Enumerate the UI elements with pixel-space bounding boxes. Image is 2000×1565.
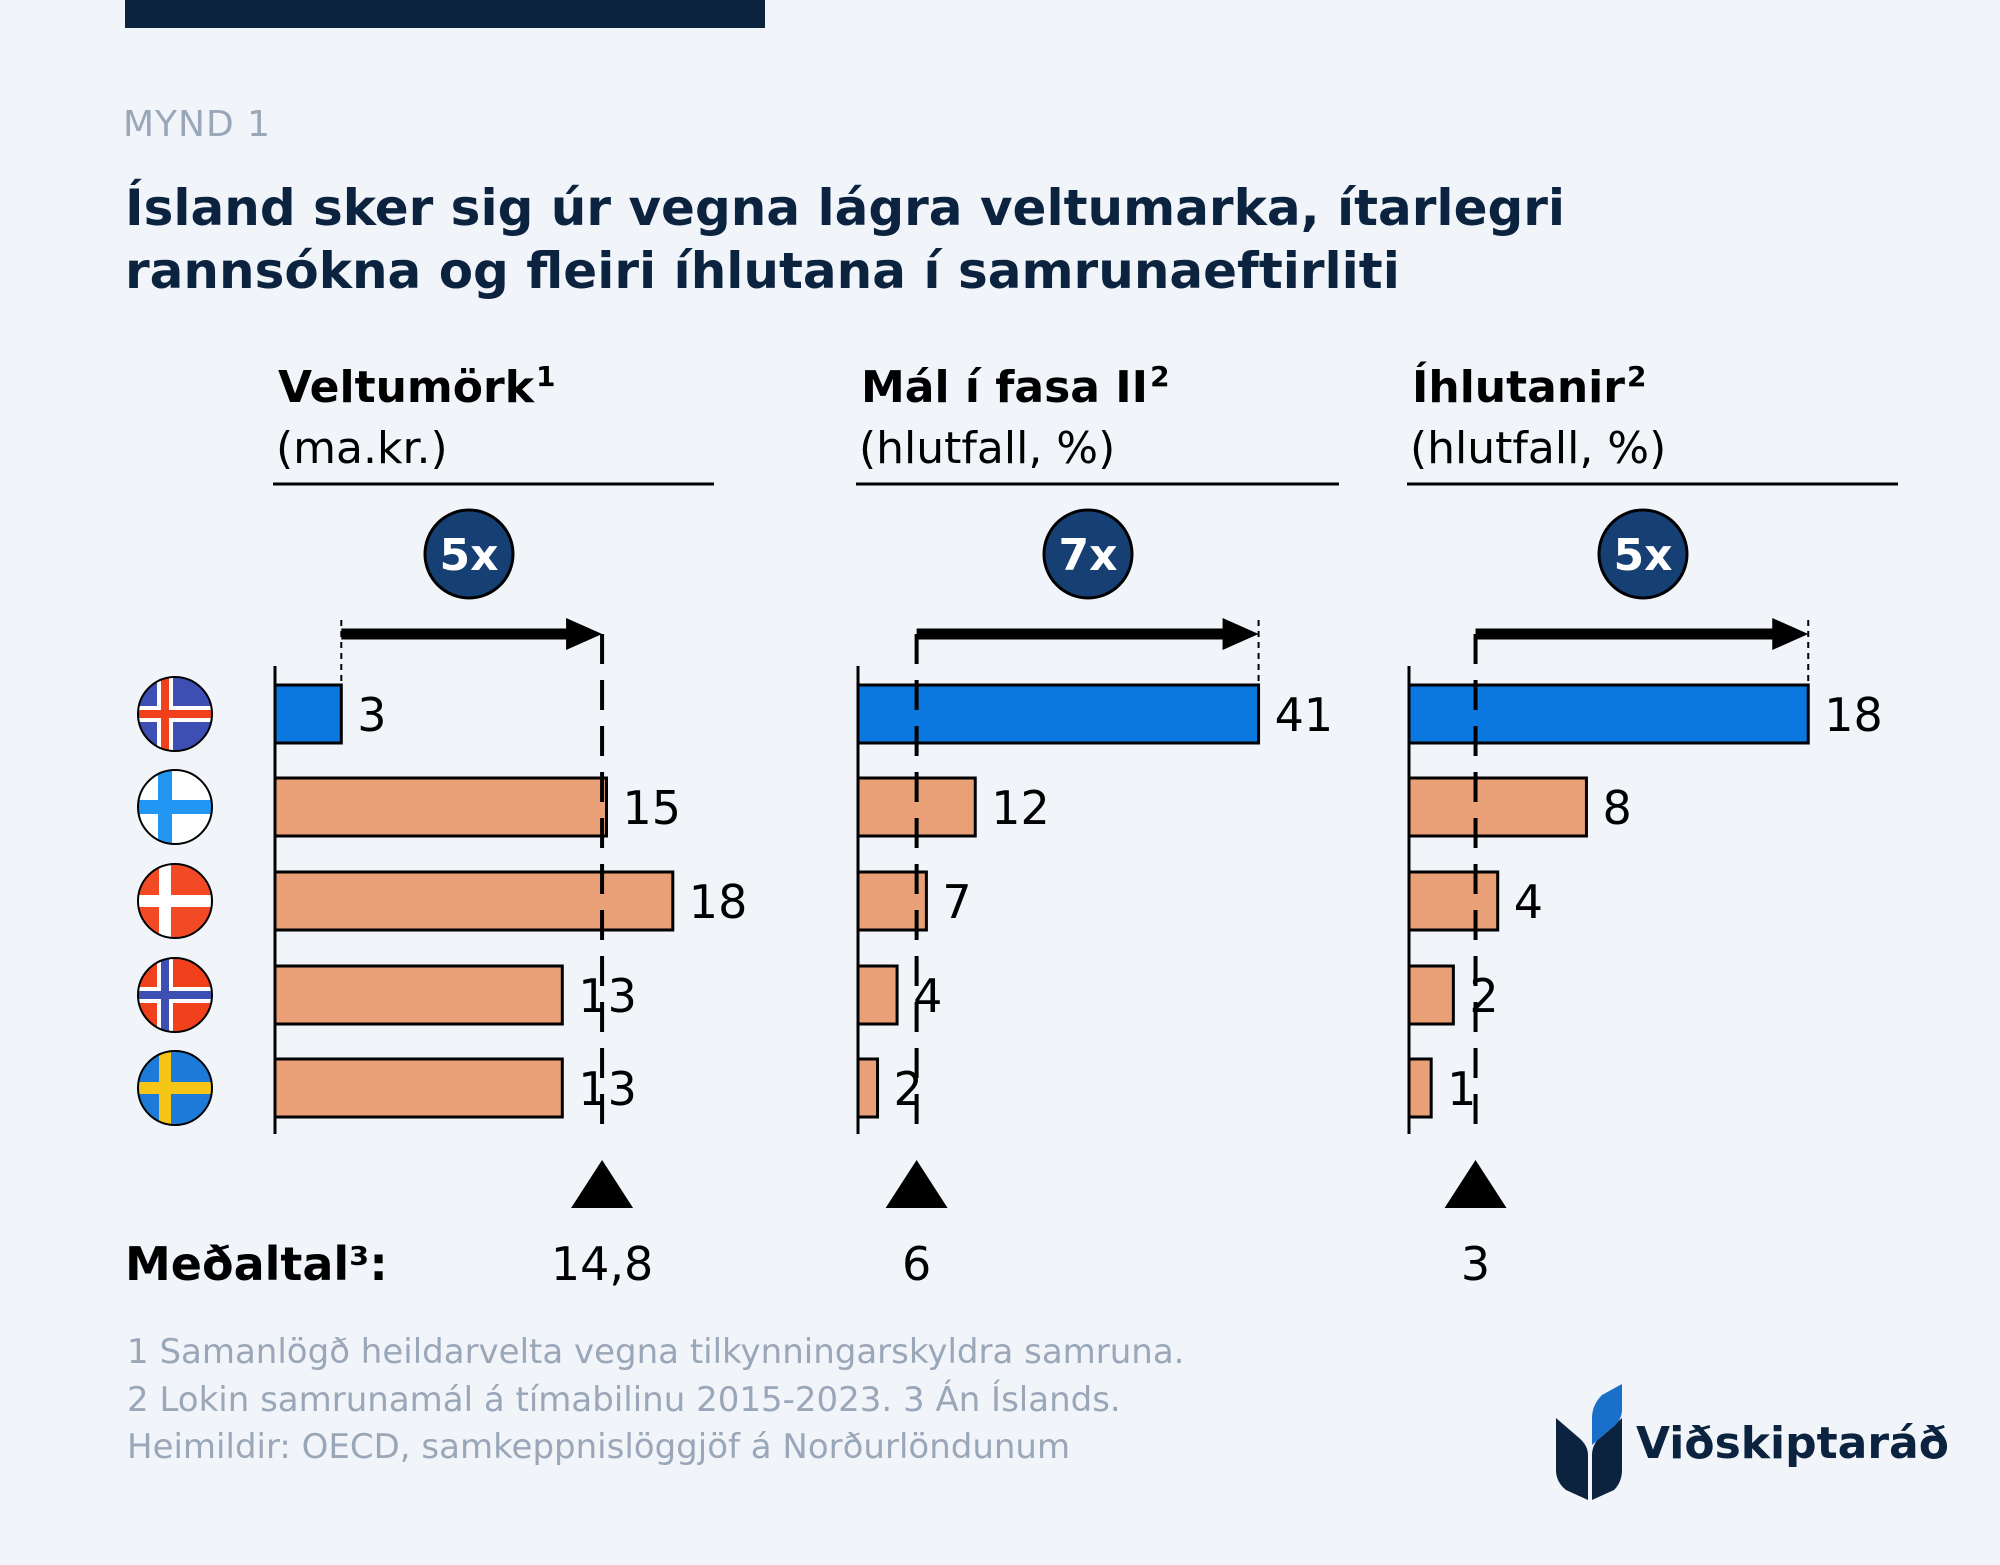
flag-cross-horizontal <box>138 800 212 814</box>
bar-value-label: 3 <box>357 688 386 742</box>
title-line-2: rannsókna og fleiri íhlutana í samrunaef… <box>125 242 1400 300</box>
comparison-arrow-head <box>566 618 603 650</box>
bar-value-label: 8 <box>1602 781 1631 835</box>
bar-sweden <box>856 1057 880 1119</box>
flag-body <box>138 677 212 751</box>
bar-finland <box>273 776 608 838</box>
bar-value-label: 7 <box>942 875 971 929</box>
footnote-marker: 2 <box>1627 360 1646 393</box>
mean-label: Meðaltal³: <box>125 1237 388 1291</box>
multiplier-badge <box>1042 508 1134 600</box>
panel-unit: (ma.kr.) <box>276 423 448 474</box>
flag-outline <box>137 676 213 752</box>
bar-denmark <box>273 870 675 932</box>
mean-triangle-marker <box>571 1160 634 1208</box>
comparison-arrow-head <box>1222 618 1259 650</box>
panel-title-text: Veltumörk <box>278 362 536 413</box>
flag-inner-horizontal <box>138 991 212 999</box>
panel-unit: (hlutfall, %) <box>1410 423 1666 474</box>
mean-triangle-marker <box>1444 1160 1507 1208</box>
bar-value-label: 13 <box>578 1062 637 1116</box>
bar-denmark <box>1407 870 1500 932</box>
footnote-marker: 2 <box>1150 360 1169 393</box>
flag-cross-horizontal <box>138 895 212 907</box>
multiplier-text: 5x <box>1614 530 1673 581</box>
flag-inner-horizontal <box>138 710 212 718</box>
bar-iceland <box>856 683 1261 745</box>
flag-body <box>138 864 212 938</box>
bar-sweden <box>273 1057 564 1119</box>
top-accent-bar <box>125 0 765 28</box>
logo: Viðskiptaráð <box>1556 1384 1949 1500</box>
footnote-1: 1 Samanlögð heildarvelta vegna tilkynnin… <box>127 1332 1185 1372</box>
panel-unit: (hlutfall, %) <box>859 423 1115 474</box>
panel-title-text: Íhlutanir <box>1412 360 1625 413</box>
title-line-1: Ísland sker sig úr vegna lágra veltumark… <box>125 178 1565 237</box>
bar-finland <box>1407 776 1588 838</box>
sweden-flag-icon <box>137 1050 213 1126</box>
bar-norway <box>1407 964 1455 1026</box>
panel-title: Íhlutanir2 <box>1412 360 1646 413</box>
flag-body <box>138 958 212 1032</box>
flag-outline <box>137 769 213 845</box>
figure-label: MYND 1 <box>123 104 271 145</box>
norway-flag-icon <box>137 957 213 1033</box>
multiplier-text: 7x <box>1059 530 1118 581</box>
bar-value-label: 4 <box>1514 875 1543 929</box>
mean-value: 3 <box>1461 1237 1490 1291</box>
footnote-2: 2 Lokin samrunamál á tímabilinu 2015-202… <box>127 1379 1121 1420</box>
bar-norway <box>273 964 564 1026</box>
iceland-flag-icon <box>137 676 213 752</box>
bar-iceland <box>1407 683 1810 745</box>
comparison-arrow-head <box>1772 618 1809 650</box>
flag-outline <box>137 1050 213 1126</box>
bar-iceland <box>273 683 343 745</box>
multiplier-badge <box>1597 508 1689 600</box>
logo-leaf-icon <box>1556 1384 1622 1500</box>
footnote-sources: Heimildir: OECD, samkeppnislöggjöf á Nor… <box>127 1427 1070 1467</box>
panel-3: Íhlutanir2 (hlutfall, %) 5x 18 8 4 2 1 3 <box>1407 360 1898 1291</box>
bar-value-label: 1 <box>1447 1062 1476 1116</box>
multiplier-text: 5x <box>440 530 499 581</box>
multiplier-badge <box>423 508 515 600</box>
panel-title: Veltumörk1 <box>278 360 555 413</box>
footnote-marker: 1 <box>536 360 555 393</box>
mean-triangle-marker <box>885 1160 948 1208</box>
bar-value-label: 15 <box>623 781 682 835</box>
flags-column <box>137 676 213 1126</box>
bar-sweden <box>1407 1057 1433 1119</box>
bar-value-label: 18 <box>689 875 748 929</box>
mean-value: 14,8 <box>551 1237 653 1291</box>
flag-outline <box>137 957 213 1033</box>
flag-cross-horizontal <box>138 1082 212 1094</box>
flag-body <box>138 770 212 844</box>
flag-outline <box>137 863 213 939</box>
panel-title: Mál í fasa II2 <box>861 360 1170 413</box>
mean-value: 6 <box>902 1237 931 1291</box>
bar-norway <box>856 964 899 1026</box>
logo-text: Viðskiptaráð <box>1636 1418 1949 1469</box>
panel-title-text: Mál í fasa II <box>861 362 1148 413</box>
bar-value-label: 12 <box>991 781 1050 835</box>
bar-value-label: 18 <box>1824 688 1883 742</box>
denmark-flag-icon <box>137 863 213 939</box>
bar-value-label: 41 <box>1275 688 1334 742</box>
bar-value-label: 13 <box>578 969 637 1023</box>
flag-body <box>138 1051 212 1125</box>
finland-flag-icon <box>137 769 213 845</box>
